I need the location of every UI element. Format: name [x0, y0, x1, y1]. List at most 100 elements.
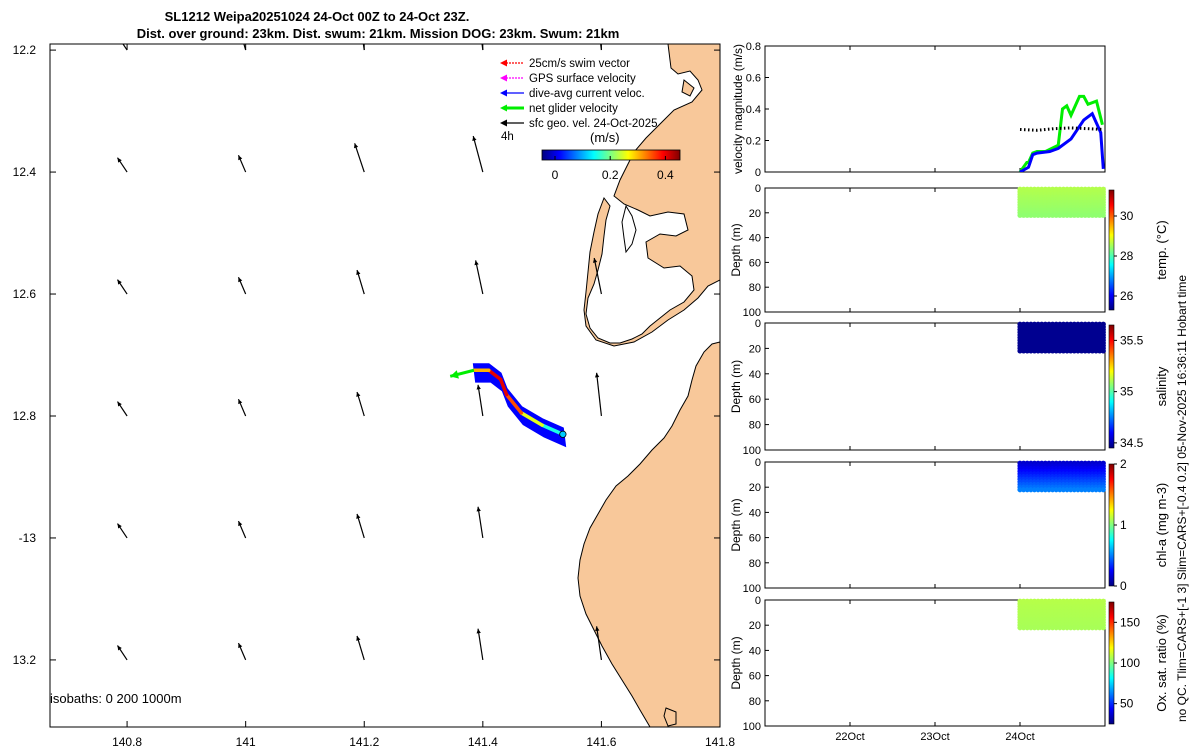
depth-tick-label: 60: [749, 533, 761, 545]
glider-track-segment: [498, 377, 509, 397]
salinity-panel: 0 20 40 60 80 100 Depth (m) 34.5 35 35.5 salinity: [729, 318, 1169, 457]
data-point: [1064, 212, 1070, 218]
temperature-data: [1017, 186, 1106, 218]
map-y-tick-label: 13.2: [13, 653, 37, 667]
data-point: [1035, 487, 1041, 493]
data-point: [1024, 348, 1030, 354]
chlorophyll-panel: 0 20 40 60 80 100 Depth (m) 0 1 2 chl-a (mg m-3): [729, 457, 1169, 595]
data-point: [1024, 212, 1030, 218]
data-point: [1035, 625, 1041, 631]
colorbar-tick-label: 1: [1120, 518, 1127, 532]
data-point: [1086, 212, 1092, 218]
geo-vector-shaft: [477, 506, 484, 539]
map-y-tick-label: 12.4: [13, 165, 37, 179]
depth-tick-label: 100: [743, 721, 761, 733]
data-point: [1035, 212, 1041, 218]
geo-vector-shaft: [477, 628, 484, 661]
legend-label: dive-avg current veloc.: [529, 88, 645, 100]
data-point: [1042, 348, 1048, 354]
geo-vector-field: [116, 36, 603, 661]
data-point: [1046, 625, 1052, 631]
geo-vector-shaft: [596, 626, 603, 661]
colorbar-tick-label: 30: [1120, 209, 1134, 223]
geo-vector-head: [238, 155, 243, 161]
geo-vector-shaft: [362, 44, 365, 51]
data-point: [1078, 625, 1085, 631]
data-point: [1071, 212, 1077, 218]
depth-tick-label: 60: [749, 257, 761, 269]
data-point: [1082, 625, 1088, 631]
geo-vector-shaft: [481, 44, 484, 51]
data-point: [1028, 487, 1034, 493]
map-panel: 140.8 141 141.2 141.4 141.6 141.8 12.2 12.4 12.6…: [13, 36, 736, 749]
data-point: [1031, 348, 1038, 354]
depth-tick-label: 60: [749, 671, 761, 683]
data-point: [1086, 487, 1092, 493]
chlorophyll-colorbar-title: chl-a (mg m-3): [1154, 483, 1169, 568]
map-ticks: 140.8 141 141.2 141.4 141.6 141.8 12.2 12.4 12.6…: [13, 43, 736, 749]
land-southern-spit: [663, 707, 677, 727]
data-point: [1017, 625, 1023, 631]
data-point: [1100, 487, 1106, 493]
data-point: [1082, 348, 1088, 354]
geo-vector-shaft: [593, 257, 603, 295]
geo-vector-head: [356, 270, 361, 275]
depth-tick-label: 100: [743, 583, 761, 595]
legend-label: GPS surface velocity: [529, 73, 636, 85]
velocity-y-tick-label: 0.6: [746, 73, 761, 85]
map-x-tick-label: 141.4: [468, 735, 498, 749]
chlorophyll-y-label: Depth (m): [729, 498, 743, 551]
data-point: [1093, 212, 1099, 218]
processing-note: no QC. Tlim=CARS+[-1 3] Slim=CARS+[-0.4 …: [1175, 275, 1189, 722]
data-point: [1100, 348, 1106, 354]
geo-vector-head: [238, 277, 243, 283]
legend-interval: 4h: [501, 131, 514, 143]
data-point: [1075, 625, 1081, 631]
data-point: [1057, 348, 1063, 354]
data-point: [1064, 348, 1070, 354]
time-tick-label: 24Oct: [1005, 731, 1034, 743]
data-point: [1060, 212, 1067, 218]
data-point: [1097, 487, 1103, 493]
data-point: [1064, 625, 1070, 631]
data-point: [1017, 487, 1023, 493]
colorbar-tick-label: 35: [1120, 385, 1134, 399]
geo-vector-shaft: [600, 44, 603, 51]
data-point: [1093, 625, 1099, 631]
data-point: [1042, 487, 1048, 493]
data-point: [1057, 625, 1063, 631]
geo-vector-head: [117, 36, 121, 41]
glider-position-marker: [559, 430, 567, 438]
oxygen-colorbar: [1108, 601, 1115, 725]
depth-tick-label: 20: [749, 343, 761, 355]
data-point: [1053, 348, 1059, 354]
temperature-panel: 0 20 40 60 80 100 Depth (m) 26 28 30 temp. (°C): [729, 183, 1169, 319]
map-legend: 25cm/s swim vector GPS surface velocity di…: [500, 58, 657, 130]
data-point: [1057, 212, 1063, 218]
data-point: [1042, 212, 1048, 218]
colorbar-tick-label: 100: [1120, 656, 1140, 670]
temperature-y-label: Depth (m): [729, 223, 743, 276]
data-point: [1064, 487, 1070, 493]
data-point: [1068, 625, 1074, 631]
data-point: [1028, 348, 1034, 354]
data-point: [1035, 348, 1041, 354]
depth-tick-label: 0: [755, 457, 761, 469]
geo-vector-head: [592, 258, 598, 263]
data-point: [1089, 212, 1096, 218]
velocity-series-line: [1019, 111, 1105, 172]
geo-vector-head: [356, 391, 361, 397]
map-y-tick-label: 12.2: [13, 43, 37, 57]
data-point: [1057, 487, 1063, 493]
land-inlet-shore: [621, 204, 637, 254]
map-x-tick-label: 141.8: [705, 735, 735, 749]
data-point: [1017, 348, 1023, 354]
data-point: [1049, 348, 1056, 354]
colorbar-tick-label: 34.5: [1120, 436, 1144, 450]
chlorophyll-data: [1017, 460, 1106, 493]
colorbar-tick-label: 28: [1120, 249, 1134, 263]
data-point: [1075, 487, 1081, 493]
colorbar-tick-label: 0: [1120, 579, 1127, 593]
data-point: [1021, 487, 1027, 493]
depth-tick-label: 80: [749, 282, 761, 294]
